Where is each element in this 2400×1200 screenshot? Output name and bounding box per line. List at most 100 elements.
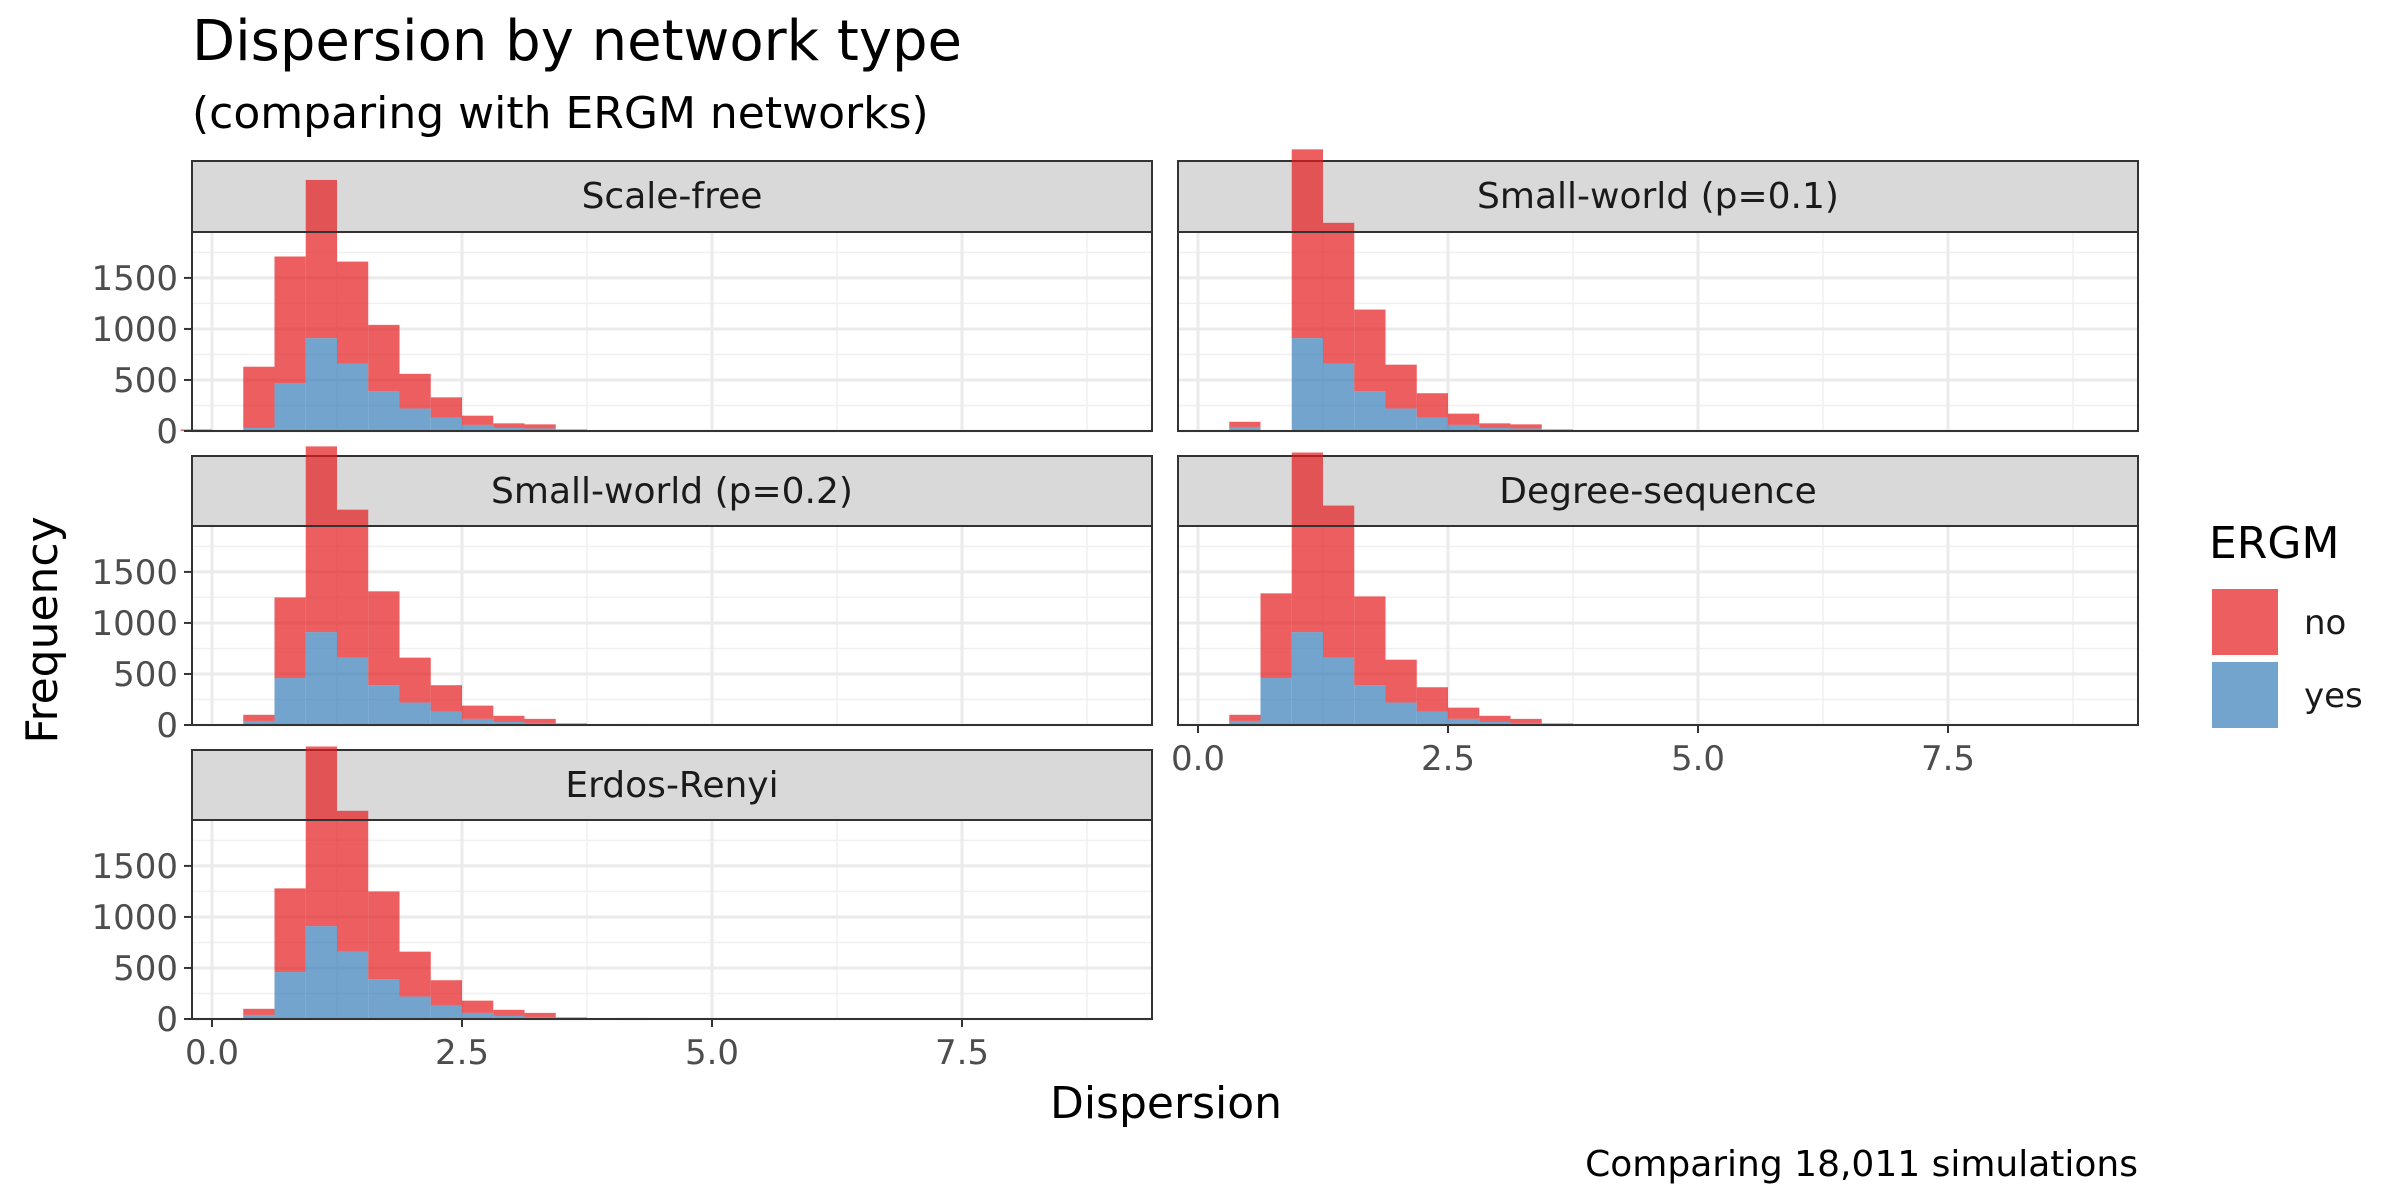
bar-no	[1229, 714, 1261, 721]
bar-no	[368, 591, 400, 686]
bar-yes	[524, 722, 556, 725]
bar-yes	[430, 417, 462, 431]
bar-yes	[462, 424, 494, 431]
facet-degree-sequence: Degree-sequence 0.0 2.5 5.0 7.5	[1171, 452, 2139, 779]
y-axis-title: Frequency	[17, 516, 68, 743]
y-tick-label: 1500	[91, 259, 178, 299]
bar-no	[1479, 423, 1511, 428]
facet-panel-border-erdos-renyi	[191, 819, 1153, 1020]
y-tick-label: 500	[113, 655, 178, 695]
bar-no	[493, 1009, 525, 1016]
x-tick-label: 7.5	[935, 1033, 989, 1073]
bar-yes	[1448, 718, 1480, 725]
facet-strip-scale-free	[191, 160, 1153, 233]
bar-yes	[493, 1015, 525, 1019]
bar-yes	[243, 720, 275, 725]
y-tick-label: 1500	[91, 847, 178, 887]
bar-no	[430, 397, 462, 418]
bar-yes	[1510, 722, 1542, 725]
facet-small-world-p-0-1: Small-world (p=0.1)	[1177, 149, 2139, 433]
bar-yes	[1448, 424, 1480, 431]
x-tick-label: 2.5	[435, 1033, 489, 1073]
bar-yes	[274, 972, 306, 1019]
y-tick-label: 1000	[91, 604, 178, 644]
bar-no	[1448, 707, 1480, 719]
bar-yes	[1354, 685, 1386, 725]
bar-no	[1385, 659, 1417, 703]
bar-yes	[305, 632, 337, 725]
x-tick-label: 0.0	[1171, 739, 1225, 779]
bar-yes	[1385, 408, 1417, 431]
bar-yes	[274, 383, 306, 431]
x-tick-label: 2.5	[1421, 739, 1475, 779]
bar-no	[430, 980, 462, 1006]
legend-label-yes: yes	[2304, 676, 2363, 716]
facet-strip-erdos-renyi	[191, 749, 1153, 821]
x-axis-title: Dispersion	[1050, 1078, 1282, 1129]
bar-no	[1385, 364, 1417, 409]
bar-no	[462, 415, 494, 425]
legend-label-no: no	[2304, 603, 2346, 643]
bar-no	[524, 1012, 556, 1017]
bar-no	[337, 509, 369, 658]
facet-erdos-renyi: Erdos-Renyi 0 500 1000 1500 0.0 2.5 5.0 7.5	[91, 746, 1153, 1073]
bar-no	[243, 1008, 275, 1015]
bar-no	[462, 705, 494, 719]
bar-yes	[1479, 427, 1511, 431]
bar-yes	[368, 685, 400, 725]
bar-yes	[1229, 720, 1261, 725]
bar-yes	[368, 979, 400, 1019]
bar-yes	[1323, 657, 1355, 725]
chart-subtitle: (comparing with ERGM networks)	[192, 88, 929, 139]
x-tick-label: 5.0	[1671, 739, 1725, 779]
bar-yes	[337, 657, 369, 725]
bar-yes	[430, 711, 462, 725]
bar-yes	[1291, 632, 1323, 725]
bar-no	[1541, 429, 1573, 431]
bar-no	[1229, 421, 1261, 427]
bar-no	[1260, 593, 1292, 679]
bar-yes	[1416, 711, 1448, 725]
bar-no	[1323, 222, 1355, 364]
bar-yes	[493, 721, 525, 725]
bar-no	[524, 424, 556, 429]
facet-strip-label-scale-free: Scale-free	[582, 176, 763, 217]
bar-no	[305, 179, 337, 339]
bar-yes	[243, 1014, 275, 1019]
bar-yes	[337, 363, 369, 431]
bar-yes	[274, 678, 306, 725]
bar-no	[337, 261, 369, 364]
y-tick-label: 500	[113, 949, 178, 989]
bar-yes	[1323, 363, 1355, 431]
bar-no	[1416, 687, 1448, 712]
facet-small-world-p-0-2: Small-world (p=0.2) 0 500 1000 1500	[91, 446, 1153, 746]
bar-no	[1510, 718, 1542, 723]
bar-no	[399, 951, 431, 997]
bar-no	[1323, 505, 1355, 658]
bar-no	[399, 373, 431, 409]
bar-no	[1479, 715, 1511, 722]
bar-yes	[1260, 678, 1292, 725]
bar-no	[430, 685, 462, 712]
bar-yes	[399, 408, 431, 431]
bar-no	[274, 597, 306, 679]
bar-yes	[524, 428, 556, 431]
bar-no	[1510, 424, 1542, 429]
bar-yes	[462, 718, 494, 725]
facet-panel-border-small-world-p-0-2	[191, 525, 1153, 726]
bar-no	[274, 256, 306, 384]
bar-no	[399, 657, 431, 703]
y-tick-label: 1000	[91, 310, 178, 350]
bar-yes	[462, 1012, 494, 1019]
bar-no	[274, 888, 306, 973]
bar-no	[1416, 393, 1448, 418]
bar-no	[1541, 723, 1573, 725]
x-tick-label: 7.5	[1921, 739, 1975, 779]
bar-no	[243, 714, 275, 721]
x-tick-label: 0.0	[185, 1033, 239, 1073]
facet-strip-small-world-p-0-1	[1177, 160, 2139, 233]
y-tick-label: 0	[156, 1000, 178, 1040]
bar-no	[337, 810, 369, 952]
bar-yes	[1510, 428, 1542, 431]
